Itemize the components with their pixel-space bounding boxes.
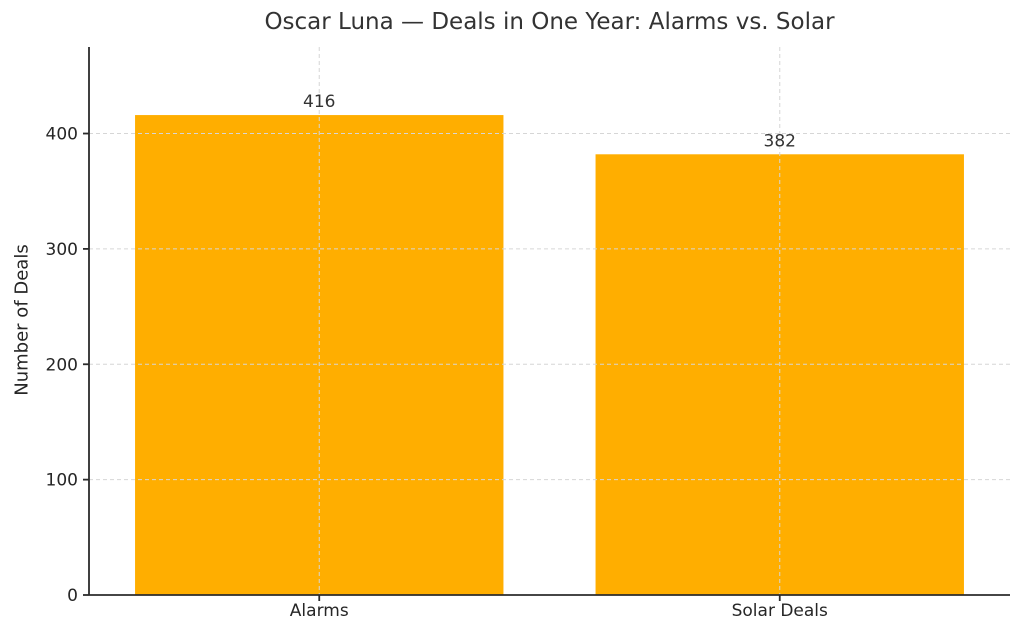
y-tick-label-0: 0 [67,586,78,606]
y-tick-label-200: 200 [46,355,78,375]
x-tick-label-alarms: Alarms [290,601,349,621]
bar-value-label-solar-deals: 382 [764,131,796,151]
y-tick-label-100: 100 [46,471,78,491]
x-tick-label-solar-deals: Solar Deals [732,601,828,621]
y-tick-label-400: 400 [46,125,78,145]
bar-solar-deals [595,154,964,595]
bar-value-label-alarms: 416 [303,92,335,112]
y-tick-label-300: 300 [46,240,78,260]
chart-title: Oscar Luna — Deals in One Year: Alarms v… [264,9,835,35]
